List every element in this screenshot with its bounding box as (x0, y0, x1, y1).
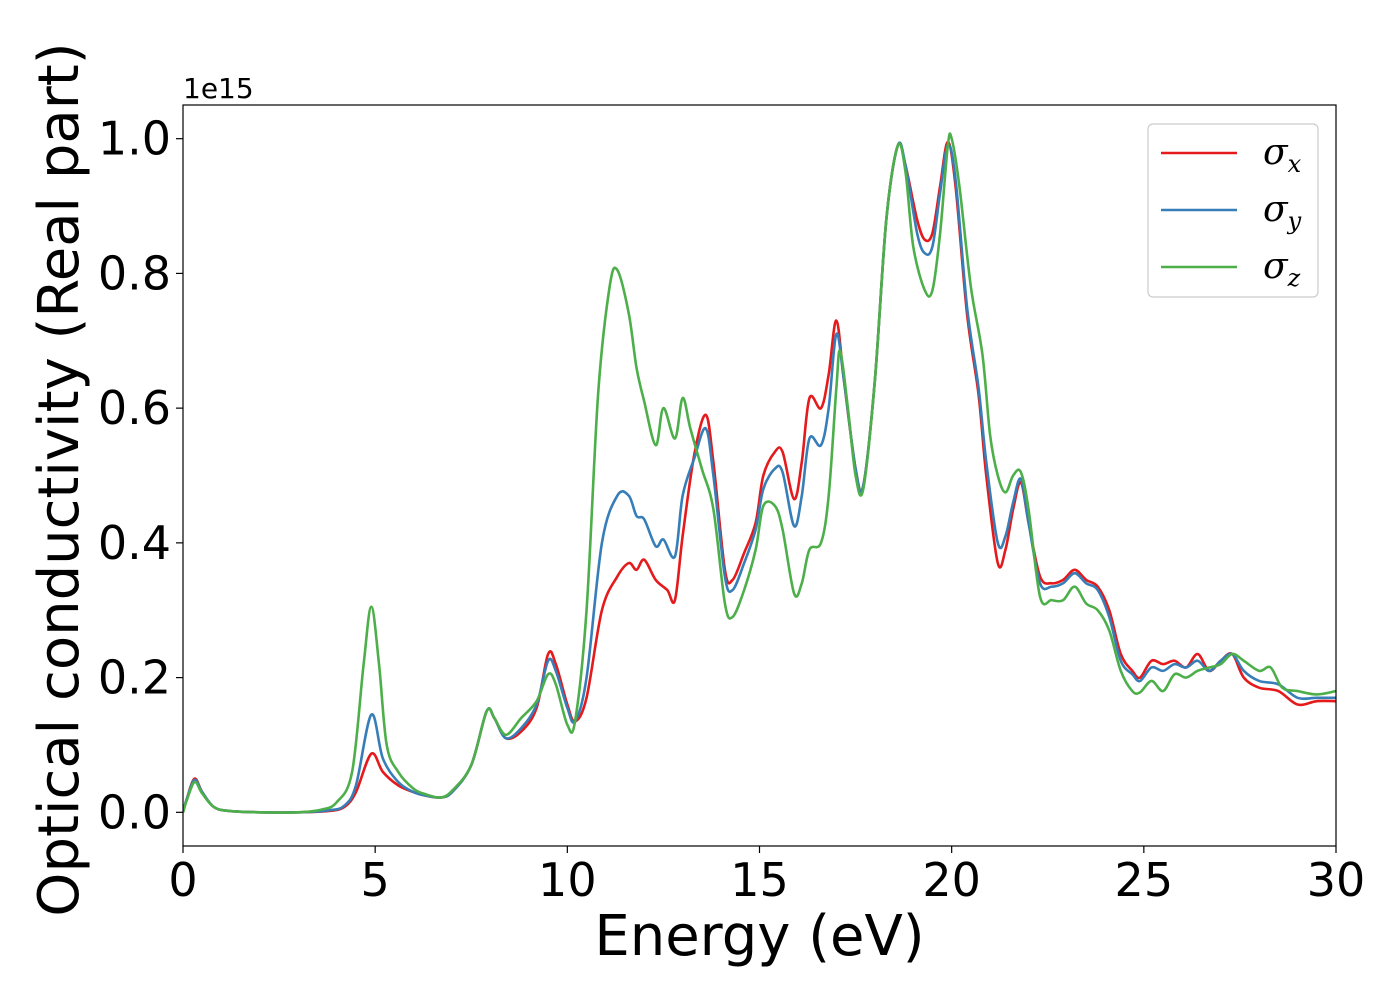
x-tick-label: 20 (922, 853, 981, 907)
y-offset-label: 1e15 (183, 72, 254, 105)
legend-subscript: x (1288, 150, 1302, 178)
series-line-z (183, 132, 1336, 814)
x-axis-title: Energy (eV) (594, 904, 924, 969)
y-tick-label: 0.2 (98, 651, 171, 705)
legend-symbol: σ (1263, 246, 1289, 287)
x-tick-label: 25 (1115, 853, 1174, 907)
x-tick-label: 30 (1307, 853, 1366, 907)
y-tick-label: 1.0 (98, 112, 171, 166)
y-tick-label: 0.0 (98, 785, 171, 839)
legend-subscript: y (1287, 207, 1302, 235)
y-axis-title: Optical conductivity (Real part) (27, 42, 92, 916)
x-tick-label: 0 (168, 853, 197, 907)
legend-label-y: σy (1263, 189, 1302, 235)
ticks-layer: 0 5 10 15 20 25 30 0.0 0.2 0.4 0.6 0.8 1.0 (98, 112, 1365, 907)
legend-label-z: σz (1263, 246, 1301, 292)
legend-symbol: σ (1263, 189, 1289, 230)
x-tick-label: 5 (361, 853, 390, 907)
x-tick-label: 10 (538, 853, 597, 907)
series-layer (183, 132, 1336, 814)
y-tick-label: 0.6 (98, 381, 171, 435)
y-tick-label: 0.8 (98, 246, 171, 300)
legend-label-x: σx (1263, 132, 1302, 178)
legend-subscript: z (1287, 264, 1301, 292)
y-tick-label: 0.4 (98, 516, 171, 570)
legend-symbol: σ (1263, 132, 1289, 173)
x-tick-label: 15 (730, 853, 789, 907)
